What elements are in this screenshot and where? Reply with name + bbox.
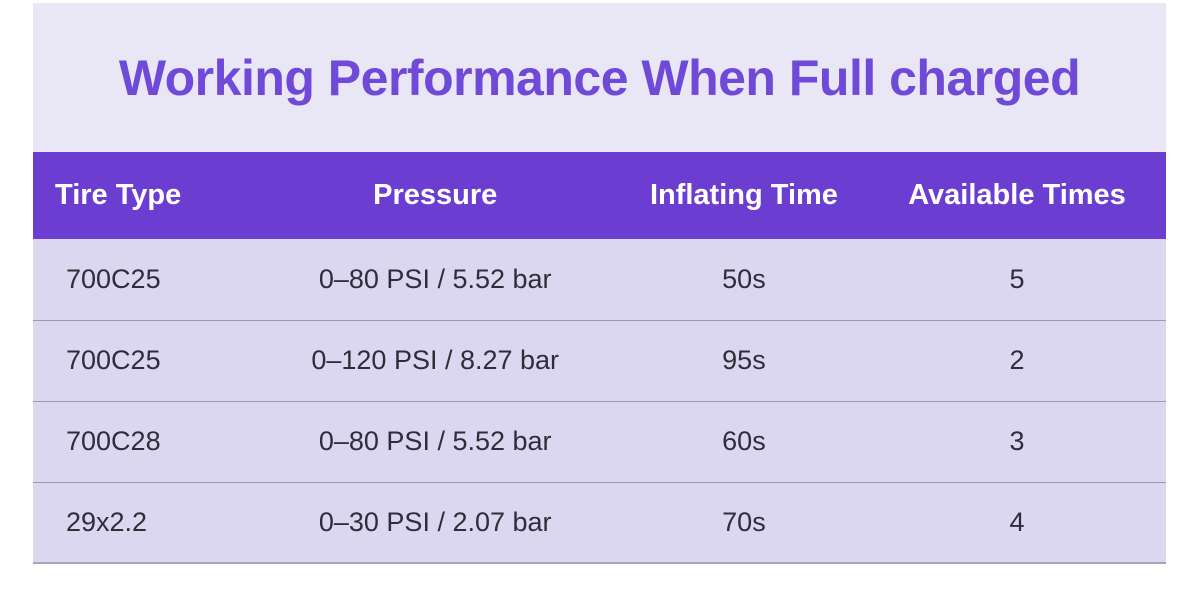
cell-pressure: 0–80 PSI / 5.52 bar [250, 239, 620, 320]
column-header-inflating-time: Inflating Time [619, 152, 868, 239]
cell-pressure: 0–120 PSI / 8.27 bar [250, 319, 620, 401]
cell-inflating-time: 50s [619, 239, 868, 320]
cell-inflating-time: 60s [619, 400, 868, 482]
table-row: 700C28 0–80 PSI / 5.52 bar 60s 3 [33, 400, 1166, 482]
table-row: 29x2.2 0–30 PSI / 2.07 bar 70s 4 [33, 481, 1166, 564]
cell-tire-type: 700C25 [33, 239, 251, 320]
cell-available-times: 5 [868, 239, 1166, 320]
cell-tire-type: 700C28 [33, 400, 251, 482]
cell-available-times: 4 [868, 481, 1166, 564]
column-header-pressure: Pressure [250, 152, 620, 239]
table-row: 700C25 0–120 PSI / 8.27 bar 95s 2 [33, 319, 1166, 401]
performance-table: Tire Type Pressure Inflating Time Availa… [33, 152, 1166, 564]
cell-pressure: 0–80 PSI / 5.52 bar [250, 400, 620, 482]
cell-tire-type: 29x2.2 [33, 481, 251, 564]
page-title: Working Performance When Full charged [118, 49, 1081, 106]
table-header: Tire Type Pressure Inflating Time Availa… [33, 152, 1166, 239]
cell-inflating-time: 95s [619, 319, 868, 401]
table-row: 700C25 0–80 PSI / 5.52 bar 50s 5 [33, 239, 1166, 320]
table-header-row: Tire Type Pressure Inflating Time Availa… [33, 152, 1166, 239]
performance-panel: Working Performance When Full charged Ti… [33, 3, 1166, 564]
cell-available-times: 2 [868, 319, 1166, 401]
cell-inflating-time: 70s [619, 481, 868, 564]
title-area: Working Performance When Full charged [33, 3, 1166, 152]
column-header-available-times: Available Times [868, 152, 1166, 239]
cell-tire-type: 700C25 [33, 319, 251, 401]
column-header-tire-type: Tire Type [33, 152, 251, 239]
table-body: 700C25 0–80 PSI / 5.52 bar 50s 5 700C25 0–120… [33, 239, 1166, 564]
cell-pressure: 0–30 PSI / 2.07 bar [250, 481, 620, 564]
cell-available-times: 3 [868, 400, 1166, 482]
